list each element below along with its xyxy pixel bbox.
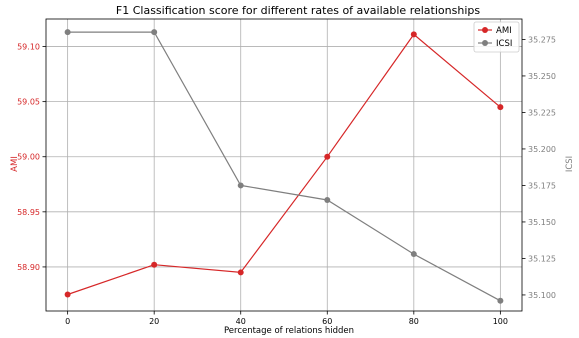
x-axis-label: Percentage of relations hidden [224, 326, 354, 336]
data-point-icsi [410, 251, 417, 258]
right-axis-ticks: 35.100 35.125 35.150 35.175 35.200 35.225 35.2… [522, 35, 556, 300]
data-point-icsi [64, 29, 71, 36]
legend-label: AMI [496, 26, 512, 36]
x-tick-label: 20 [149, 317, 159, 326]
data-point-ami [151, 261, 158, 268]
left-axis-label: AMI [10, 156, 20, 172]
series-line-icsi [67, 31, 501, 302]
series-points [64, 29, 504, 304]
x-axis-ticks: 0 20 40 60 80 100 [65, 311, 508, 326]
plot-frame [45, 18, 523, 312]
right-tick-label: 35.150 [528, 218, 556, 227]
x-tick-label: 40 [236, 317, 246, 326]
data-point-ami [410, 31, 417, 38]
x-tick-label: 80 [409, 317, 419, 326]
left-tick-label: 59.00 [17, 153, 40, 162]
legend: AMI ICSI [473, 21, 520, 53]
right-tick-label: 35.250 [528, 72, 556, 81]
series-lines [67, 31, 501, 302]
x-tick-label: 60 [322, 317, 332, 326]
left-axis-ticks: 58.90 58.95 59.00 59.05 59.10 [17, 43, 46, 272]
data-point-icsi [497, 297, 504, 304]
right-tick-label: 35.275 [528, 35, 556, 44]
left-tick-label: 58.95 [17, 208, 40, 217]
chart-title: F1 Classification score for different ra… [116, 4, 480, 17]
right-tick-label: 35.175 [528, 181, 556, 190]
x-tick-label: 0 [65, 317, 70, 326]
legend-swatch-marker [482, 27, 488, 33]
right-tick-label: 35.225 [528, 108, 556, 117]
grid [46, 19, 522, 311]
data-point-ami [237, 269, 244, 276]
data-point-ami [64, 291, 71, 298]
data-point-icsi [324, 197, 331, 204]
data-point-ami [324, 153, 331, 160]
right-tick-label: 35.200 [528, 145, 556, 154]
data-point-icsi [237, 182, 244, 189]
data-point-ami [497, 104, 504, 111]
right-axis-label: ICSI [565, 156, 575, 172]
right-tick-label: 35.100 [528, 291, 556, 300]
left-tick-label: 58.90 [17, 263, 40, 272]
legend-swatch-marker [482, 40, 488, 46]
left-tick-label: 59.05 [17, 98, 40, 107]
plot-border [45, 18, 523, 312]
data-point-icsi [151, 29, 158, 36]
series-line-ami [67, 33, 501, 296]
x-tick-label: 100 [493, 317, 508, 326]
legend-label: ICSI [496, 39, 512, 49]
left-tick-label: 59.10 [17, 43, 40, 52]
right-tick-label: 35.125 [528, 254, 556, 263]
